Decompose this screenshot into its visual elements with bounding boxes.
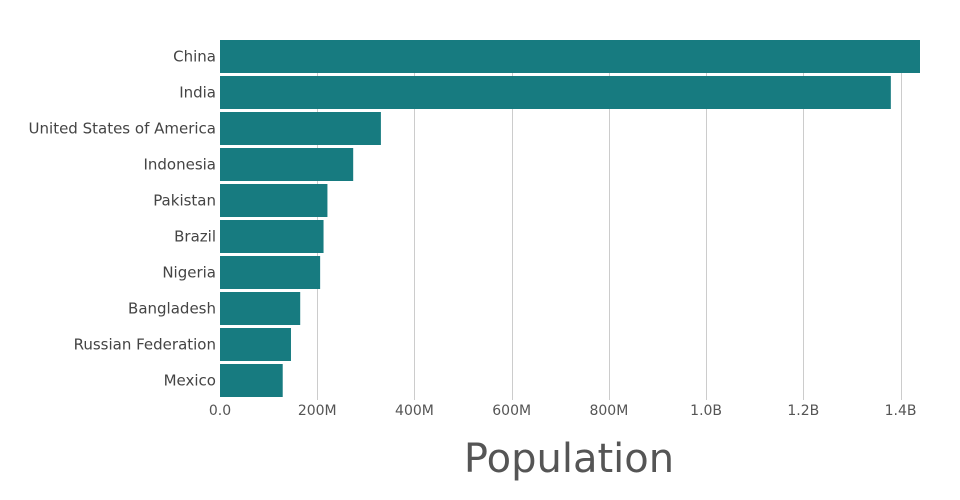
bar-pakistan: [220, 184, 328, 217]
x-axis-title: Population: [464, 436, 674, 482]
category-label: Mexico: [164, 372, 216, 390]
category-label: United States of America: [29, 120, 216, 138]
x-tick-label: 400M: [395, 403, 434, 419]
bar-india: [220, 76, 891, 109]
x-tick-label: 1.4B: [885, 403, 917, 419]
category-label: Brazil: [174, 228, 216, 246]
bars: [220, 40, 920, 397]
category-labels: China India United States of America Indone…: [29, 48, 216, 390]
x-tick-labels: 0.0 200M 400M 600M 800M 1.0B 1.2B 1.4B: [209, 403, 917, 419]
bar-nigeria: [220, 256, 321, 289]
x-tick-label: 200M: [298, 403, 337, 419]
category-label: Russian Federation: [74, 336, 216, 354]
x-tick-label: 600M: [492, 403, 531, 419]
bar-russian-federation: [220, 328, 291, 361]
x-tick-label: 1.2B: [787, 403, 819, 419]
category-label: China: [173, 48, 216, 66]
bar-mexico: [220, 364, 283, 397]
x-tick-label: 800M: [589, 403, 628, 419]
category-label: Pakistan: [153, 192, 216, 210]
category-label: India: [179, 84, 216, 102]
x-tick-label: 1.0B: [690, 403, 722, 419]
category-label: Nigeria: [162, 264, 216, 282]
bar-bangladesh: [220, 292, 301, 325]
category-label: Indonesia: [143, 156, 216, 174]
bar-united-states-of-america: [220, 112, 381, 145]
bar-indonesia: [220, 148, 354, 181]
bar-brazil: [220, 220, 324, 253]
x-tick-label: 0.0: [209, 403, 231, 419]
bar-china: [220, 40, 920, 73]
category-label: Bangladesh: [128, 300, 216, 318]
